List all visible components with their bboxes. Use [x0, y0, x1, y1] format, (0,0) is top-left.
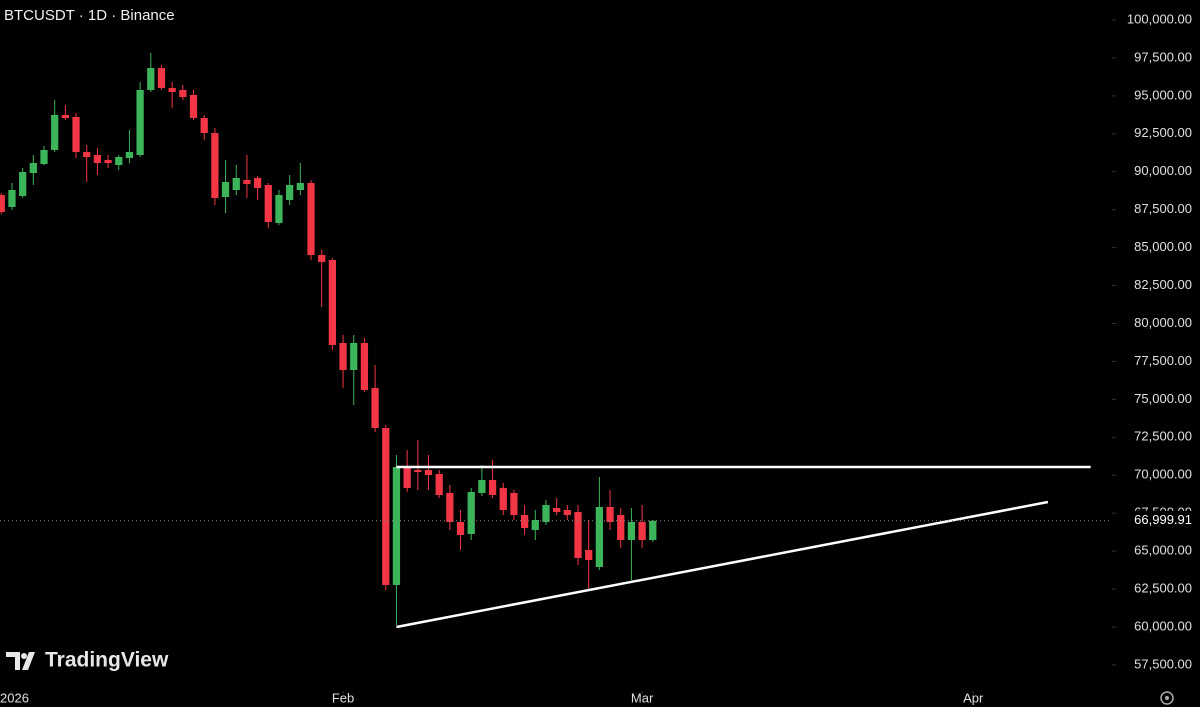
logo-dot	[21, 653, 27, 659]
candle-body	[168, 87, 176, 93]
candle-body	[93, 155, 102, 164]
candle-body	[189, 94, 198, 118]
candle-body	[264, 184, 272, 223]
candle-body	[456, 521, 465, 535]
candle-body	[574, 512, 582, 559]
candle-body	[286, 184, 294, 200]
candle-body	[563, 510, 571, 515]
candle-body	[136, 90, 144, 156]
candle-body	[200, 117, 208, 134]
candle-body	[307, 183, 315, 255]
candle-body	[499, 487, 507, 510]
candle-body	[275, 195, 283, 224]
x-tick-label: Apr	[963, 690, 984, 705]
candle-body	[520, 514, 529, 528]
candle-body	[424, 470, 433, 476]
logo: 57,500.0060,000.0062,500.0065,000.0067,5…	[0, 11, 1200, 705]
candle-body	[627, 521, 636, 540]
candle-body	[531, 520, 539, 530]
candle-body	[649, 520, 657, 540]
candle-body	[179, 90, 187, 97]
watermark: TradingView	[45, 649, 169, 672]
y-tick-label: 87,500.00	[1134, 201, 1192, 216]
candle-body	[125, 152, 134, 158]
candle-body	[51, 114, 59, 150]
y-tick-label: 60,000.00	[1134, 618, 1192, 633]
candle-body	[382, 427, 390, 585]
candle-body	[61, 114, 69, 118]
last-price-label: 66,999.91	[1134, 512, 1192, 527]
candle-body	[339, 342, 347, 370]
candle-body	[328, 260, 337, 345]
candle-body	[510, 492, 518, 515]
candle-body	[435, 473, 443, 495]
y-tick-label: 92,500.00	[1134, 125, 1192, 140]
candle-body	[606, 506, 614, 522]
candle-body	[243, 180, 251, 185]
candle-body	[19, 172, 27, 196]
candle-body	[147, 67, 155, 90]
y-tick-label: 70,000.00	[1134, 467, 1192, 482]
candle-body	[414, 470, 422, 473]
y-tick-label: 80,000.00	[1134, 315, 1192, 330]
settings-gear[interactable]	[1160, 691, 1174, 705]
candle-body	[104, 160, 112, 164]
y-tick-label: 85,000.00	[1134, 239, 1192, 254]
y-tick-label: 57,500.00	[1134, 656, 1192, 671]
candle-body	[403, 466, 411, 488]
y-tick-label: 65,000.00	[1134, 543, 1192, 558]
candle-body	[350, 342, 358, 370]
y-tick-label: 72,500.00	[1134, 429, 1192, 444]
y-tick-label: 77,500.00	[1134, 353, 1192, 368]
candle-body	[585, 550, 593, 560]
candle-body	[232, 177, 240, 190]
candle-body	[8, 190, 16, 207]
candle-body	[478, 480, 486, 493]
y-tick-label: 62,500.00	[1134, 580, 1192, 595]
candle-body	[318, 254, 326, 263]
candle-body	[467, 491, 475, 534]
x-tick-label: 2026	[0, 690, 29, 705]
candle-body	[446, 492, 454, 522]
candle-body	[392, 466, 401, 585]
candle-body	[553, 507, 561, 513]
last-price-box	[1120, 510, 1200, 531]
candle-body	[221, 182, 230, 197]
settings-icon[interactable]	[1160, 691, 1174, 705]
settings-center[interactable]	[1165, 696, 1169, 700]
y-tick-label: 82,500.00	[1134, 277, 1192, 292]
candle-body	[371, 387, 379, 428]
y-tick-label: 95,000.00	[1134, 87, 1192, 102]
y-tick-label: 100,000.00	[1127, 11, 1192, 26]
trendline	[396, 500, 1049, 629]
candle-body	[29, 163, 37, 174]
y-tick-label: 90,000.00	[1134, 163, 1192, 178]
candle-body	[115, 157, 123, 165]
candle-body	[83, 152, 91, 158]
candle-body	[488, 480, 497, 495]
candle-body	[253, 177, 262, 188]
x-tick-label: Mar	[631, 690, 654, 705]
chart-title: BTCUSDT · 1D · Binance	[4, 7, 175, 24]
candle-body	[0, 194, 5, 212]
candle-body	[296, 183, 304, 190]
candle-body	[542, 504, 550, 522]
candle-body	[40, 150, 48, 165]
candle-body	[595, 506, 604, 567]
candle-body	[157, 67, 166, 88]
candle-body	[617, 514, 625, 540]
y-tick-label: 75,000.00	[1134, 391, 1192, 406]
candle-body	[72, 116, 80, 153]
x-tick-label: Feb	[332, 690, 354, 705]
candle-body	[360, 342, 369, 390]
candle-body	[211, 133, 219, 198]
candle-body	[638, 521, 646, 540]
logo-icon	[6, 652, 35, 670]
y-tick-label: 97,500.00	[1134, 49, 1192, 64]
